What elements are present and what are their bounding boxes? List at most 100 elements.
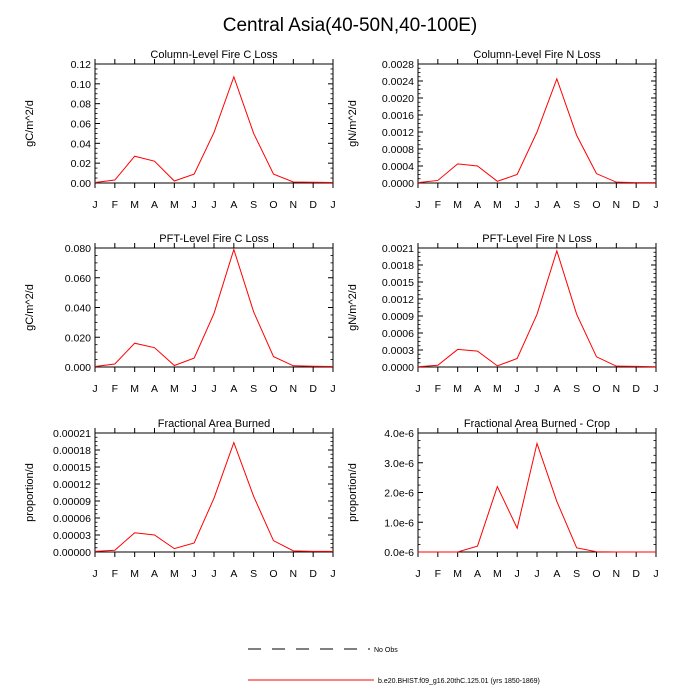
y-tick-label: 0.000 [65, 362, 91, 374]
y-tick-label: 3.0e-6 [384, 458, 414, 470]
x-tick-label: N [613, 568, 621, 580]
figure-title: Central Asia(40-50N,40-100E) [223, 15, 478, 36]
y-tick-label: 0.02 [71, 158, 92, 170]
y-tick-label: 0.0028 [382, 59, 414, 71]
series-line [94, 441, 333, 552]
x-tick-label: M [130, 199, 139, 211]
x-tick-label: J [534, 199, 539, 211]
x-tick-label: J [192, 383, 197, 395]
y-tick-label: 0.060 [65, 273, 91, 285]
y-axis-label: gN/m^2/d [347, 284, 359, 331]
y-tick-label: 1.0e-6 [384, 517, 414, 529]
x-tick-label: O [592, 199, 600, 211]
x-tick-label: J [92, 383, 97, 395]
y-tick-label: 0.0012 [382, 294, 414, 306]
x-tick-label: M [493, 568, 502, 580]
x-tick-label: M [170, 199, 179, 211]
x-tick-label: N [613, 199, 621, 211]
panel-6: Fractional Area Burned - Crop 0.0e-6 1.0e-… [347, 418, 659, 580]
y-tick-label: 0.10 [71, 79, 92, 91]
y-tick-label: 0.12 [71, 59, 92, 71]
y-tick-label: 0.04 [71, 138, 92, 150]
x-tick-label: J [653, 199, 658, 211]
x-tick-label: A [230, 383, 237, 395]
x-tick-label: F [435, 383, 441, 395]
x-tick-label: S [250, 383, 257, 395]
x-tick-label: M [130, 568, 139, 580]
x-tick-label: D [632, 568, 640, 580]
x-tick-label: F [435, 199, 441, 211]
y-tick-label: 0.00012 [53, 479, 91, 491]
x-tick-label: J [415, 383, 420, 395]
x-tick-label: A [553, 383, 560, 395]
y-tick-label: 0.0000 [382, 178, 414, 190]
y-tick-label: 0.0018 [382, 260, 414, 272]
x-tick-label: O [269, 383, 277, 395]
panel-5: Fractional Area Burned 0.00000 0.00003 0.00… [24, 418, 336, 580]
panel-title: PFT-Level Fire N Loss [482, 233, 592, 245]
x-tick-label: O [592, 568, 600, 580]
x-tick-label: S [573, 199, 580, 211]
x-tick-label: M [170, 383, 179, 395]
x-tick-label: D [309, 383, 317, 395]
x-tick-label: J [330, 568, 335, 580]
x-tick-label: M [453, 199, 462, 211]
y-tick-label: 0.0016 [382, 110, 414, 122]
x-tick-label: J [534, 568, 539, 580]
x-tick-label: A [230, 568, 237, 580]
y-tick-label: 0.00015 [53, 462, 91, 474]
x-tick-label: N [290, 383, 298, 395]
legend-obs-label: No Obs [374, 647, 398, 654]
panel-3: PFT-Level Fire C Loss 0.000 0.020 0.040 0.06… [24, 233, 336, 395]
x-tick-label: J [415, 199, 420, 211]
y-tick-label: 0.0012 [382, 127, 414, 139]
y-tick-label: 0.00018 [53, 445, 91, 457]
x-tick-label: F [112, 199, 118, 211]
x-tick-label: A [553, 199, 560, 211]
x-tick-label: O [269, 199, 277, 211]
x-tick-label: J [192, 199, 197, 211]
y-tick-label: 0.0000 [382, 362, 414, 374]
y-tick-label: 0.08 [71, 99, 92, 111]
x-tick-label: J [415, 568, 420, 580]
y-tick-label: 0.0020 [382, 93, 414, 105]
x-tick-label: J [653, 383, 658, 395]
y-tick-label: 0.0e-6 [384, 547, 414, 559]
y-tick-label: 0.020 [65, 332, 91, 344]
y-axis-label: gC/m^2/d [24, 100, 36, 147]
x-tick-label: A [230, 199, 237, 211]
x-tick-label: J [92, 199, 97, 211]
x-tick-label: M [453, 383, 462, 395]
plot-frame [94, 247, 334, 368]
y-tick-label: 2.0e-6 [384, 488, 414, 500]
plot-frame [417, 63, 657, 184]
x-tick-label: J [192, 568, 197, 580]
series-line [417, 77, 656, 184]
x-tick-label: N [290, 199, 298, 211]
x-tick-label: J [92, 568, 97, 580]
panel-2: Column-Level Fire N Loss 0.0000 0.0004 0.00… [347, 49, 659, 211]
panel-4: PFT-Level Fire N Loss 0.0000 0.0003 0.0006 0… [347, 233, 659, 395]
x-tick-label: D [309, 199, 317, 211]
x-tick-label: A [553, 568, 560, 580]
x-tick-label: A [474, 199, 481, 211]
panel-title: PFT-Level Fire C Loss [159, 233, 269, 245]
x-tick-label: M [453, 568, 462, 580]
x-tick-label: A [151, 383, 158, 395]
plot-frame [417, 247, 657, 368]
x-tick-label: M [493, 383, 502, 395]
x-tick-label: J [515, 199, 520, 211]
panel-title: Fractional Area Burned [158, 418, 271, 430]
x-tick-label: A [151, 199, 158, 211]
y-tick-label: 0.00003 [53, 530, 91, 542]
y-axis-label: proportion/d [347, 463, 359, 522]
panel-title: Fractional Area Burned - Crop [464, 418, 610, 430]
x-tick-label: F [112, 383, 118, 395]
x-tick-label: S [573, 383, 580, 395]
plot-frame [417, 432, 657, 553]
y-axis-label: proportion/d [24, 463, 36, 522]
x-tick-label: D [309, 568, 317, 580]
panel-title: Column-Level Fire C Loss [150, 49, 278, 61]
y-tick-label: 0.080 [65, 243, 91, 255]
